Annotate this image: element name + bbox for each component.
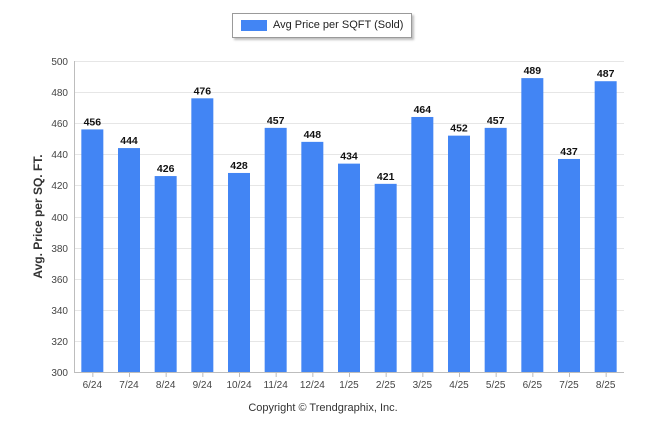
bar — [521, 78, 544, 372]
bar — [448, 135, 470, 372]
bar — [191, 98, 214, 372]
x-tick-label: 1/25 — [339, 380, 359, 391]
y-tick-label: 320 — [51, 337, 68, 348]
bar — [154, 176, 177, 372]
bar — [558, 158, 580, 372]
bar-value-label: 457 — [267, 115, 285, 127]
bar-value-label: 489 — [524, 65, 542, 77]
bar-value-label: 456 — [84, 116, 102, 128]
x-tick-label: 3/25 — [413, 380, 433, 391]
bar-value-label: 476 — [194, 85, 212, 97]
x-tick-label: 6/24 — [83, 380, 103, 391]
bar — [264, 127, 287, 373]
bar-value-label: 487 — [597, 68, 615, 80]
bar — [228, 172, 250, 372]
legend-label: Avg Price per SQFT (Sold) — [273, 19, 404, 31]
x-tick-label: 4/25 — [449, 380, 469, 391]
x-tick-label: 7/25 — [559, 380, 579, 391]
x-tick-label: 5/25 — [486, 380, 506, 391]
legend-swatch — [241, 20, 267, 31]
bar — [81, 129, 104, 372]
x-tick-label: 9/24 — [193, 380, 213, 391]
copyright-text: Copyright © Trendgraphix, Inc. — [248, 402, 398, 414]
bar-value-label: 448 — [304, 129, 322, 141]
y-tick-label: 340 — [51, 306, 68, 317]
x-tick-label: 7/24 — [119, 380, 139, 391]
bar — [338, 163, 360, 372]
legend: Avg Price per SQFT (Sold) — [232, 13, 412, 38]
bar-value-label: 426 — [157, 163, 175, 175]
bar-value-label: 434 — [340, 151, 358, 163]
x-tick-label: 6/25 — [523, 380, 543, 391]
x-tick-label: 11/24 — [264, 380, 289, 391]
bar-value-label: 428 — [230, 160, 248, 172]
bar-value-label: 457 — [487, 115, 505, 127]
y-tick-label: 480 — [51, 88, 68, 99]
bar-value-label: 452 — [450, 123, 468, 135]
bar — [374, 183, 397, 372]
bar-value-label: 437 — [560, 146, 578, 158]
bar-value-label: 421 — [377, 171, 395, 183]
x-tick-label: 2/25 — [376, 380, 396, 391]
x-tick-label: 8/24 — [156, 380, 176, 391]
y-tick-label: 500 — [51, 57, 68, 68]
y-tick-label: 400 — [51, 213, 68, 224]
bar-value-label: 444 — [120, 135, 138, 147]
bar-value-label: 464 — [414, 104, 432, 116]
bar — [118, 148, 140, 372]
y-tick-label: 380 — [51, 244, 68, 255]
y-tick-label: 300 — [51, 368, 68, 379]
y-tick-label: 440 — [51, 150, 68, 161]
y-tick-label: 460 — [51, 119, 68, 130]
x-tick-label: 10/24 — [226, 380, 251, 391]
x-tick-label: 12/24 — [300, 380, 325, 391]
bar — [411, 116, 434, 372]
bar — [301, 141, 324, 372]
y-tick-label: 360 — [51, 275, 68, 286]
bar — [484, 127, 507, 373]
x-tick-label: 8/25 — [596, 380, 616, 391]
y-axis-title: Avg. Price per SQ. FT. — [31, 154, 45, 278]
bar — [594, 81, 617, 372]
y-tick-label: 420 — [51, 181, 68, 192]
